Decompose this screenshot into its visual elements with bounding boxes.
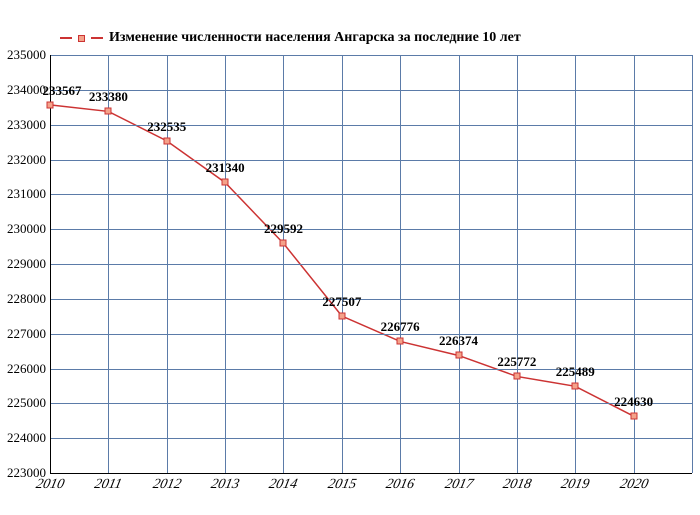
legend-line-left	[60, 37, 72, 39]
gridline-v	[342, 55, 343, 473]
data-label: 226776	[381, 319, 420, 335]
data-marker	[47, 101, 54, 108]
data-label: 224630	[614, 394, 653, 410]
legend-marker-icon	[78, 35, 85, 42]
data-label: 225772	[497, 354, 536, 370]
gridline-v	[167, 55, 168, 473]
data-label: 233380	[89, 89, 128, 105]
data-marker	[280, 240, 287, 247]
ytick-label: 224000	[7, 430, 46, 446]
gridline-v	[283, 55, 284, 473]
gridline-h	[50, 55, 692, 56]
data-marker	[163, 137, 170, 144]
ytick-label: 227000	[7, 326, 46, 342]
ytick-label: 226000	[7, 361, 46, 377]
data-marker	[105, 108, 112, 115]
gridline-h	[50, 438, 692, 439]
gridline-v	[108, 55, 109, 473]
gridline-h	[50, 369, 692, 370]
gridline-h	[50, 403, 692, 404]
data-marker	[513, 373, 520, 380]
xtick-label: 2016	[384, 477, 415, 493]
gridline-h	[50, 90, 692, 91]
xtick-label: 2012	[151, 477, 182, 493]
ytick-label: 231000	[7, 186, 46, 202]
data-label: 226374	[439, 333, 478, 349]
legend: Изменение численности населения Ангарска…	[60, 30, 521, 46]
gridline-h	[50, 194, 692, 195]
xtick-label: 2013	[209, 477, 240, 493]
gridline-v	[225, 55, 226, 473]
gridline-v	[400, 55, 401, 473]
xtick-label: 2017	[443, 477, 474, 493]
y-axis	[50, 55, 51, 473]
gridline-h	[50, 264, 692, 265]
data-marker	[222, 179, 229, 186]
data-label: 225489	[556, 364, 595, 380]
data-marker	[455, 352, 462, 359]
gridline-v	[634, 55, 635, 473]
ytick-label: 228000	[7, 291, 46, 307]
ytick-label: 230000	[7, 221, 46, 237]
data-label: 229592	[264, 221, 303, 237]
xtick-label: 2018	[501, 477, 532, 493]
gridline-h	[50, 160, 692, 161]
population-chart: Изменение численности населения Ангарска…	[0, 0, 700, 515]
gridline-h	[50, 229, 692, 230]
gridline-v	[459, 55, 460, 473]
data-label: 231340	[206, 160, 245, 176]
gridline-v	[692, 55, 693, 473]
data-label: 232535	[147, 119, 186, 135]
data-marker	[630, 413, 637, 420]
gridline-h	[50, 334, 692, 335]
plot-area: 2230002240002250002260002270002280002290…	[50, 55, 692, 473]
data-label: 233567	[43, 83, 82, 99]
legend-label: Изменение численности населения Ангарска…	[109, 30, 521, 46]
xtick-label: 2011	[93, 477, 123, 493]
legend-line-right	[91, 37, 103, 39]
x-axis	[50, 473, 692, 474]
ytick-label: 233000	[7, 117, 46, 133]
data-marker	[572, 383, 579, 390]
ytick-label: 234000	[7, 82, 46, 98]
ytick-label: 235000	[7, 47, 46, 63]
gridline-v	[575, 55, 576, 473]
data-label: 227507	[322, 294, 361, 310]
ytick-label: 225000	[7, 395, 46, 411]
xtick-label: 2010	[34, 477, 65, 493]
ytick-label: 232000	[7, 152, 46, 168]
xtick-label: 2019	[560, 477, 591, 493]
data-marker	[338, 313, 345, 320]
xtick-label: 2014	[268, 477, 299, 493]
gridline-v	[517, 55, 518, 473]
xtick-label: 2020	[618, 477, 649, 493]
ytick-label: 229000	[7, 256, 46, 272]
data-marker	[397, 338, 404, 345]
gridline-h	[50, 299, 692, 300]
xtick-label: 2015	[326, 477, 357, 493]
